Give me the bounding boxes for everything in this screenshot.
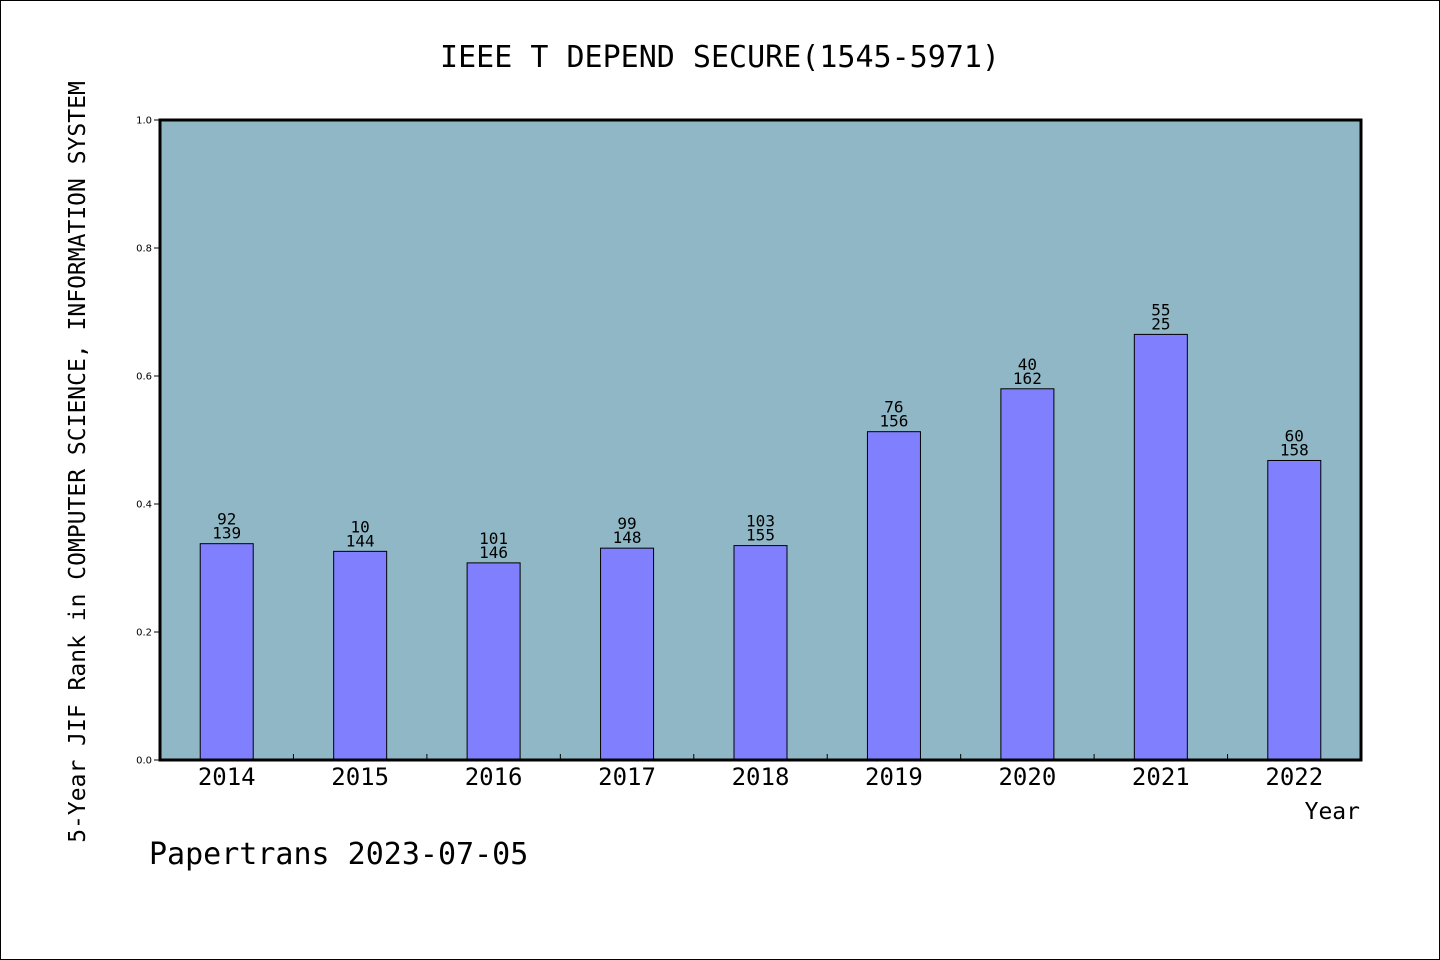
bar-label-top: 99 bbox=[617, 514, 636, 533]
y-axis-ticks: 0.0 0.2 0.4 0.6 0.8 1.0 bbox=[136, 116, 160, 767]
x-tick-label: 2019 bbox=[865, 763, 923, 791]
bar-label-bottom: 139 bbox=[212, 524, 241, 543]
bar-label-top: 103 bbox=[746, 512, 775, 531]
bar-2021 bbox=[1133, 333, 1188, 761]
bar-label-top: 101 bbox=[479, 529, 508, 548]
x-tick-label: 2022 bbox=[1265, 763, 1323, 791]
y-tick-label: 0.0 bbox=[136, 756, 152, 767]
x-tick-label: 2015 bbox=[331, 763, 389, 791]
x-tick-label: 2016 bbox=[465, 763, 523, 791]
bars bbox=[199, 333, 1322, 761]
bar-2020 bbox=[1000, 388, 1055, 761]
bar-2018 bbox=[733, 545, 788, 761]
bar-label-bottom: 148 bbox=[613, 528, 642, 547]
y-tick-label: 0.8 bbox=[136, 244, 152, 255]
bar-2015 bbox=[333, 550, 388, 761]
bar-2014 bbox=[199, 543, 254, 761]
bar-label-top: 55 bbox=[1151, 300, 1170, 319]
bar-label-bottom: 156 bbox=[879, 412, 908, 431]
bar-2022 bbox=[1267, 459, 1322, 761]
bar-label-bottom: 158 bbox=[1280, 440, 1309, 459]
bar-label-top: 92 bbox=[217, 510, 236, 529]
bar-label-bottom: 25 bbox=[1151, 314, 1170, 333]
bar-label-top: 76 bbox=[884, 398, 903, 417]
plot-frame bbox=[158, 118, 1363, 762]
bar-label-top: 10 bbox=[351, 517, 370, 536]
bar-label-bottom: 144 bbox=[346, 531, 375, 550]
bar-label-bottom: 162 bbox=[1013, 369, 1042, 388]
y-axis-label: 5-Year JIF Rank in COMPUTER SCIENCE, INF… bbox=[65, 81, 91, 843]
x-axis-label: Year bbox=[1305, 799, 1360, 825]
x-tick-label: 2020 bbox=[998, 763, 1056, 791]
footer-credit: Papertrans 2023-07-05 bbox=[149, 837, 528, 872]
bar-label-bottom: 146 bbox=[479, 543, 508, 562]
bar-2017 bbox=[600, 547, 655, 761]
x-tick-label: 2014 bbox=[198, 763, 256, 791]
y-tick-label: 0.2 bbox=[136, 628, 152, 639]
x-axis-ticks: 2014 2015 2016 2017 2018 2019 2020 2021 2022 bbox=[198, 754, 1323, 791]
bar-2019 bbox=[866, 431, 921, 761]
x-tick-label: 2017 bbox=[598, 763, 656, 791]
x-tick-label: 2021 bbox=[1132, 763, 1190, 791]
bar-label-top: 60 bbox=[1285, 426, 1304, 445]
chart-title: IEEE T DEPEND SECURE(1545-5971) bbox=[440, 40, 1000, 75]
x-tick-label: 2018 bbox=[732, 763, 790, 791]
y-tick-label: 0.6 bbox=[136, 372, 152, 383]
bar-label-bottom: 155 bbox=[746, 526, 775, 545]
y-tick-label: 0.4 bbox=[136, 500, 152, 511]
bar-label-top: 40 bbox=[1018, 355, 1037, 374]
bar-2016 bbox=[466, 562, 521, 761]
y-tick-label: 1.0 bbox=[136, 116, 152, 127]
